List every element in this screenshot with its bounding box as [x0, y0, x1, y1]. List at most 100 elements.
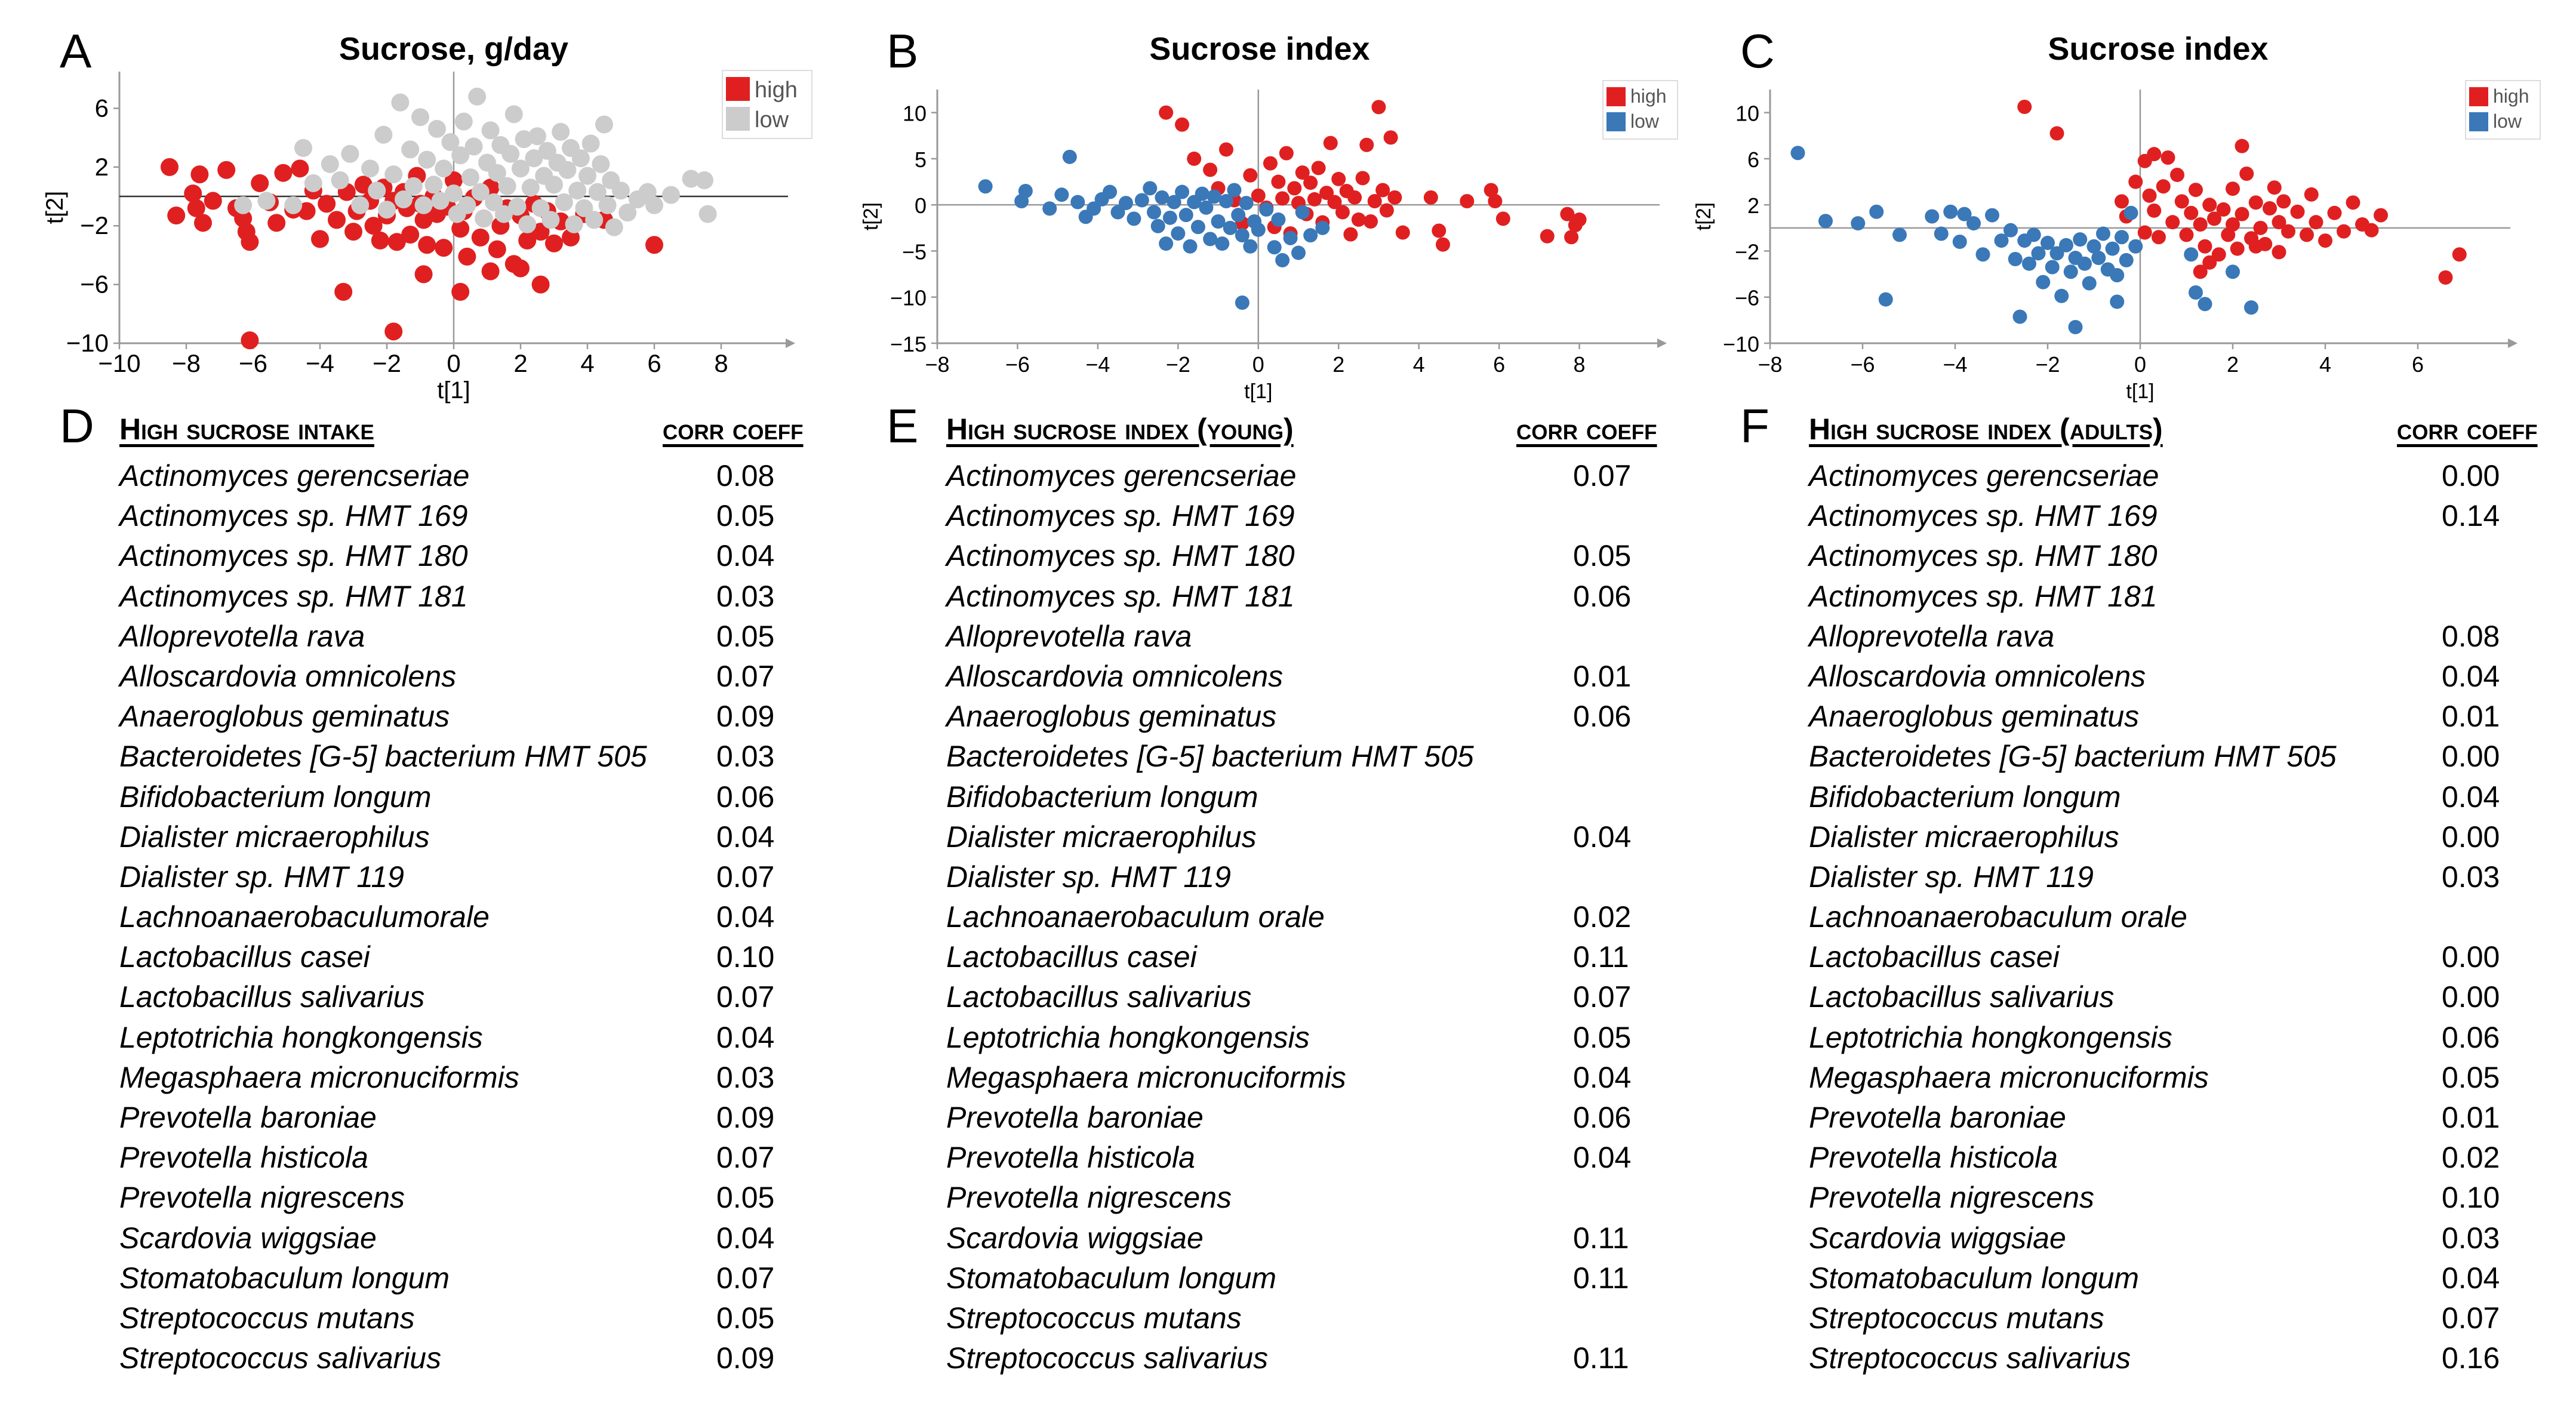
- data-point-high: [2272, 245, 2286, 260]
- data-point-high: [2235, 207, 2249, 221]
- data-point-high: [418, 236, 436, 254]
- data-point-high: [2327, 205, 2342, 220]
- data-point-low: [2189, 285, 2203, 300]
- data-point-low: [1243, 239, 1258, 254]
- data-point-high: [2137, 225, 2152, 240]
- data-point-low: [1303, 228, 1318, 243]
- x-tick-label: 2: [1332, 352, 1344, 377]
- data-point-low: [1147, 205, 1161, 220]
- x-tick-label: 6: [647, 349, 661, 377]
- data-point-low: [592, 155, 610, 173]
- corr-coeff-value: 0.07: [716, 659, 775, 693]
- data-point-low: [568, 181, 587, 200]
- data-point-high: [2017, 99, 2032, 114]
- legend-swatch-high: [1606, 87, 1626, 106]
- data-point-high: [194, 214, 212, 232]
- data-point-low: [2078, 256, 2092, 271]
- data-point-high: [187, 199, 205, 217]
- data-point-low: [435, 159, 453, 178]
- x-tick-label: 0: [1252, 352, 1264, 377]
- data-point-low: [645, 196, 663, 214]
- data-point-high: [531, 223, 550, 241]
- data-point-low: [2119, 253, 2134, 267]
- corr-coeff-value: 0.10: [2442, 1181, 2500, 1215]
- data-point-high: [2364, 223, 2379, 238]
- species-name: Prevotella baroniae: [119, 1101, 377, 1134]
- corr-coeff-value: 0.16: [2442, 1341, 2500, 1375]
- species-name: Bacteroidetes [G-5] bacterium HMT 505: [119, 740, 647, 774]
- data-point-low: [431, 192, 450, 210]
- data-point-low: [1062, 149, 1077, 164]
- data-point-high: [291, 159, 309, 178]
- x-tick-label: −8: [1758, 352, 1782, 377]
- x-tick-label: −10: [98, 349, 140, 377]
- data-point-low: [552, 122, 570, 141]
- species-name: Alloscardovia omnicolens: [119, 659, 457, 693]
- data-point-high: [251, 174, 269, 192]
- data-point-low: [1110, 205, 1125, 220]
- data-point-high: [2198, 239, 2212, 254]
- species-name: Leptotrichia hongkongensis: [119, 1020, 483, 1054]
- data-point-low: [1975, 247, 1990, 262]
- species-name: Leptotrichia hongkongensis: [946, 1020, 1310, 1054]
- data-point-low: [515, 130, 533, 149]
- data-point-high: [1319, 186, 1334, 201]
- species-name: Dialister sp. HMT 119: [1809, 860, 2094, 894]
- y-tick-label: 6: [1747, 147, 1759, 172]
- data-point-low: [468, 87, 487, 106]
- data-point-low: [2068, 319, 2083, 334]
- data-point-high: [371, 231, 389, 250]
- data-point-low: [588, 183, 607, 201]
- data-point-low: [1143, 181, 1158, 196]
- species-name: Actinomyces gerencseriae: [119, 459, 470, 492]
- data-point-low: [391, 93, 410, 112]
- corr-coeff-value: 0.04: [1573, 1141, 1632, 1175]
- data-point-low: [1223, 220, 1238, 235]
- species-name: Prevotella baroniae: [946, 1101, 1204, 1134]
- species-name: Lactobacillus casei: [946, 940, 1197, 974]
- data-point-high: [2438, 270, 2453, 285]
- species-name: Streptococcus mutans: [119, 1301, 415, 1335]
- data-point-high: [1323, 136, 1338, 150]
- species-name: Alloprevotella rava: [1809, 619, 2055, 653]
- corr-coeff-value: 0.03: [716, 740, 775, 774]
- data-point-low: [1283, 230, 1298, 245]
- legend-label-low: low: [755, 107, 789, 133]
- x-tick-label: −6: [239, 349, 267, 377]
- data-point-low: [1275, 253, 1290, 267]
- data-point-low: [638, 183, 657, 201]
- corr-coeff-value: 0.06: [1573, 1101, 1632, 1134]
- data-point-high: [1432, 223, 1447, 238]
- species-name: Actinomyces sp. HMT 181: [1809, 579, 2158, 613]
- data-point-high: [2193, 264, 2208, 279]
- data-point-low: [2059, 238, 2073, 253]
- y-tick-label: −6: [1735, 286, 1759, 310]
- legend-label-high: high: [755, 78, 798, 103]
- data-point-low: [1315, 220, 1330, 235]
- y-tick-label: −6: [80, 270, 109, 298]
- data-point-high: [1175, 117, 1190, 132]
- species-name: Bifidobacterium longum: [1809, 780, 2121, 814]
- panel-letter-a: A: [60, 24, 92, 78]
- data-point-high: [2235, 138, 2249, 153]
- data-point-high: [2202, 198, 2217, 213]
- legend-swatch-low: [726, 107, 750, 131]
- data-point-high: [1436, 237, 1450, 252]
- data-point-low: [698, 205, 717, 223]
- table-header-name: High sucrose index (adults): [1809, 412, 2163, 446]
- species-name: Scardovia wiggsiae: [119, 1221, 377, 1255]
- corr-coeff-value: 0.00: [2442, 459, 2500, 492]
- species-name: Prevotella nigrescens: [1809, 1181, 2095, 1215]
- chart-title-a: Sucrose, g/day: [339, 31, 568, 67]
- species-name: Lactobacillus salivarius: [946, 980, 1252, 1014]
- corr-coeff-value: 0.09: [716, 1341, 775, 1375]
- corr-coeff-value: 0.02: [1573, 900, 1632, 934]
- data-point-low: [1231, 208, 1246, 223]
- x-tick-label: 4: [580, 349, 594, 377]
- data-point-high: [2152, 230, 2166, 245]
- data-point-high: [1355, 171, 1370, 186]
- table-header-coef: corr coeff: [1516, 412, 1657, 446]
- species-name: Alloscardovia omnicolens: [946, 659, 1284, 693]
- data-point-low: [1239, 196, 1254, 211]
- data-point-low: [1215, 236, 1230, 251]
